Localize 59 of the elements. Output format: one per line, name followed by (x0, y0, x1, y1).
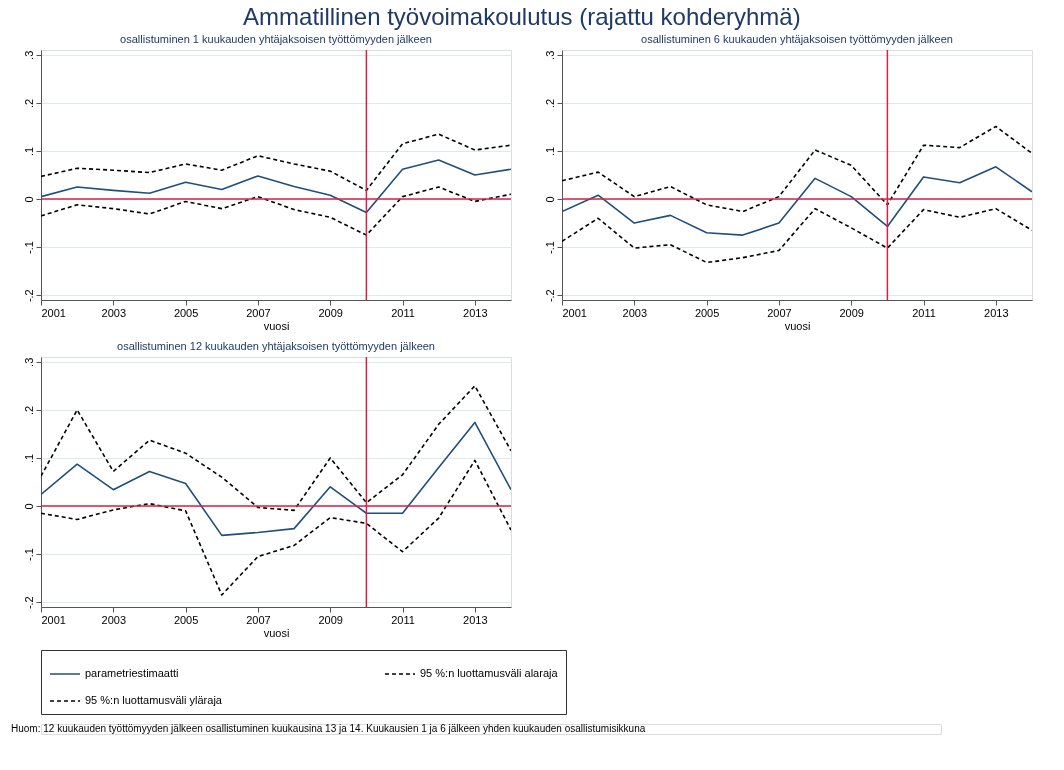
x-tick-label: 2001 (41, 306, 66, 319)
x-tick-label: 2009 (318, 306, 343, 319)
text: Huom: 12 kuukauden työttömyyden jälkeen osallistuminen kuukausina 13 ja 14. Kuukausien 1 ja 6 jälkeen yhden kuukauden osallistumisikkuna (11, 723, 646, 734)
y-tick-label: .1 (543, 146, 556, 157)
line-series (41, 186, 511, 236)
y-tick-label: 0 (543, 196, 556, 203)
x-tick-label: 2005 (694, 306, 720, 319)
y-tick-label: .2 (543, 98, 556, 108)
x-tick-label: 2003 (101, 613, 127, 626)
legend-label: 95 %:n luottamusväli alaraja (420, 667, 559, 679)
legend-label: 95 %:n luottamusväli yläraja (85, 694, 223, 706)
line-series (562, 166, 1032, 236)
y-tick-label: 0 (22, 196, 35, 203)
line-series (41, 459, 511, 596)
y-tick-label: .2 (22, 405, 35, 415)
x-tick-label: 2011 (912, 306, 936, 319)
line-series (41, 133, 511, 192)
x-tick-label: 2005 (173, 306, 199, 319)
line-series (41, 421, 511, 537)
x-tick-label: 2011 (391, 306, 415, 319)
y-tick-label: .3 (22, 357, 35, 367)
x-tick-label: 2007 (246, 613, 271, 626)
y-tick-label: -.2 (22, 596, 35, 610)
x-tick-label: 2005 (173, 613, 199, 626)
chart-subtitle: osallistuminen 1 kuukauden yhtäjaksoisen työttömyyden jälkeen (120, 33, 432, 46)
y-tick-label: .3 (543, 50, 556, 60)
x-tick-label: 2003 (622, 306, 648, 319)
y-tick-label: -.1 (543, 241, 556, 255)
x-axis-title: vuosi (263, 626, 290, 639)
line-series (562, 125, 1032, 213)
x-axis-title: vuosi (784, 319, 811, 332)
y-tick-label: -.2 (22, 289, 35, 303)
x-tick-label: 2001 (41, 613, 66, 626)
x-tick-label: 2003 (101, 306, 127, 319)
chart-subtitle: osallistuminen 12 kuukauden yhtäjaksoisen työttömyyden jälkeen (117, 340, 435, 353)
x-tick-label: 2007 (246, 306, 271, 319)
y-tick-label: -.2 (543, 289, 556, 303)
legend-label: parametriestimaatti (85, 667, 179, 679)
y-tick-label: .1 (22, 453, 35, 464)
y-tick-label: .2 (22, 98, 35, 108)
y-tick-label: -.1 (22, 241, 35, 255)
chart-subtitle: osallistuminen 6 kuukauden yhtäjaksoisen työttömyyden jälkeen (641, 33, 953, 46)
y-tick-label: 0 (22, 503, 35, 510)
x-axis-title: vuosi (263, 319, 290, 332)
x-tick-label: 2009 (318, 613, 343, 626)
y-tick-label: .3 (22, 50, 35, 60)
y-tick-label: .1 (22, 146, 35, 157)
line-series (562, 207, 1032, 264)
x-tick-label: 2013 (463, 613, 488, 626)
x-tick-label: 2009 (839, 306, 864, 319)
x-tick-label: 2001 (562, 306, 587, 319)
line-series (41, 159, 511, 214)
x-tick-label: 2007 (767, 306, 792, 319)
x-tick-label: 2013 (463, 306, 488, 319)
chart-title: Ammatillinen työvoimakoulutus (rajattu kohderyhmä) (243, 2, 801, 30)
x-tick-label: 2013 (984, 306, 1009, 319)
line-series (41, 385, 511, 512)
x-tick-label: 2011 (391, 613, 415, 626)
y-tick-label: -.1 (22, 548, 35, 562)
